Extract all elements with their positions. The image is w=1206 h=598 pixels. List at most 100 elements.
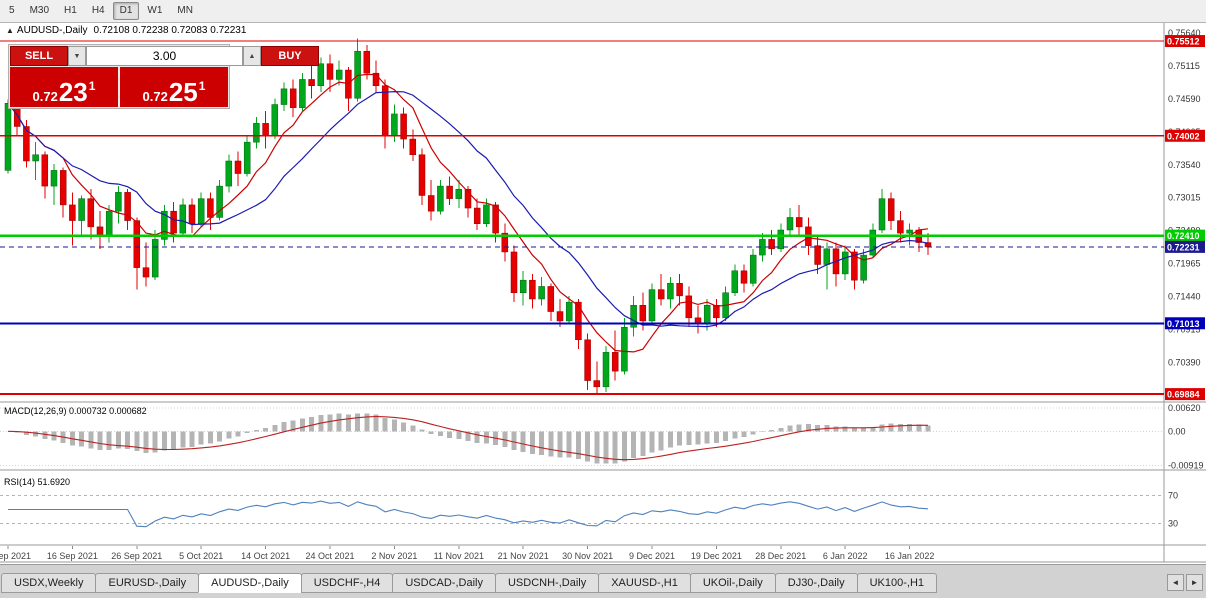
candle (593, 361, 601, 395)
svg-text:30: 30 (1168, 518, 1178, 528)
timeframe-button-5[interactable]: 5 (9, 5, 15, 16)
candle (78, 195, 85, 237)
chart-tab-ukoil-daily[interactable]: UKOil-,Daily (689, 573, 776, 593)
timeframe-button-h4[interactable]: H4 (91, 5, 105, 16)
timeframe-toolbar: 5 M30 H1 H4 D1 W1 MN (0, 0, 1206, 23)
svg-text:70: 70 (1168, 491, 1178, 501)
lot-increase-button[interactable]: ▲ (243, 46, 261, 66)
lot-size-input[interactable] (86, 46, 243, 66)
chart-tab-audusd-daily[interactable]: AUDUSD-,Daily (198, 573, 302, 593)
candle (676, 273, 683, 306)
macd-signal-line (7, 415, 929, 461)
candle (630, 295, 637, 337)
svg-text:9 Dec 2021: 9 Dec 2021 (629, 551, 675, 561)
candle (23, 120, 30, 168)
timeframe-button-m30[interactable]: M30 (29, 5, 50, 16)
candle (179, 198, 187, 237)
svg-text:7 Sep 2021: 7 Sep 2021 (0, 551, 31, 561)
trade-panel-toggle-icon[interactable]: ▲ (6, 26, 14, 35)
chart-tab-usdchf-h4[interactable]: USDCHF-,H4 (300, 573, 394, 593)
candle (151, 229, 159, 281)
svg-text:0.75512: 0.75512 (1167, 37, 1200, 47)
chart-tab-xauusd-h1[interactable]: XAUUSD-,H1 (598, 573, 691, 593)
chart-tab-usdx-weekly[interactable]: USDX,Weekly (1, 573, 97, 593)
macd-indicator-label: MACD(12,26,9) 0.000732 0.000682 (4, 406, 147, 416)
candle (142, 242, 150, 287)
timeframe-button-mn[interactable]: MN (177, 5, 193, 16)
candle (354, 38, 361, 102)
tab-scroll-left-button[interactable]: ◄ (1167, 574, 1184, 591)
svg-text:0.71965: 0.71965 (1168, 259, 1201, 269)
svg-text:14 Oct 2021: 14 Oct 2021 (241, 551, 290, 561)
chart-tab-eurusd-daily[interactable]: EURUSD-,Daily (95, 573, 200, 593)
candle (197, 192, 205, 227)
candle (271, 98, 279, 140)
candle (538, 277, 545, 306)
candle (124, 189, 131, 230)
svg-text:21 Nov 2021: 21 Nov 2021 (498, 551, 549, 561)
lot-decrease-button[interactable]: ▼ (68, 46, 86, 66)
svg-text:0.72231: 0.72231 (1167, 242, 1200, 252)
rsi-line (8, 500, 929, 528)
buy-price-point: 1 (198, 79, 206, 93)
candle (32, 142, 39, 180)
buy-price-display[interactable]: 0.72 25 1 (120, 67, 228, 107)
svg-text:11 Nov 2021: 11 Nov 2021 (434, 551, 484, 561)
candle (657, 273, 665, 306)
buy-price-pips: 25 (168, 77, 198, 107)
buy-button[interactable]: BUY (261, 46, 319, 66)
chart-tab-uk100-h1[interactable]: UK100-,H1 (856, 573, 938, 593)
candle (262, 110, 269, 149)
candle (41, 151, 49, 199)
timeframe-button-h1[interactable]: H1 (64, 5, 77, 16)
candle (648, 283, 656, 325)
candle (731, 264, 739, 296)
chart-symbol-title: AUDUSD-,Daily (16, 25, 88, 36)
timeframe-button-w1[interactable]: W1 (147, 5, 163, 16)
svg-text:0.73540: 0.73540 (1168, 160, 1201, 170)
candle (418, 148, 426, 205)
buy-price-prefix: 0.72 (142, 89, 168, 104)
date-axis: 7 Sep 2021 16 Sep 2021 26 Sep 2021 5 Oct 20… (0, 546, 934, 561)
svg-text:0.74002: 0.74002 (1167, 131, 1200, 141)
candle (565, 295, 573, 325)
svg-text:0.70915: 0.70915 (1168, 324, 1201, 334)
chart-tab-dj30-daily[interactable]: DJ30-,Daily (774, 573, 858, 593)
candle (308, 63, 315, 99)
rsi-indicator-label: RSI(14) 51.6920 (4, 477, 71, 487)
svg-text:16 Jan 2022: 16 Jan 2022 (885, 551, 935, 561)
candle (814, 236, 821, 274)
candle (234, 151, 242, 187)
candle (391, 104, 398, 143)
svg-text:26 Sep 2021: 26 Sep 2021 (111, 551, 162, 561)
price-axis: 0.756400.751150.745900.740650.735400.730… (1168, 28, 1201, 400)
candle (529, 273, 536, 309)
ma-fast-line (7, 73, 929, 353)
chart-tab-usdcad-daily[interactable]: USDCAD-,Daily (392, 573, 496, 593)
chart-ohlc-values: 0.72108 0.72238 0.72083 0.72231 (93, 25, 247, 36)
svg-text:19 Dec 2021: 19 Dec 2021 (691, 551, 742, 561)
sell-price-display[interactable]: 0.72 23 1 (10, 67, 118, 107)
timeframe-button-d1[interactable]: D1 (112, 2, 140, 20)
chart-tab-bar: USDX,Weekly EURUSD-,Daily AUDUSD-,Daily USD… (0, 564, 1206, 598)
candle (409, 129, 417, 161)
candle (611, 330, 619, 381)
candle (115, 186, 122, 224)
svg-text:0.75115: 0.75115 (1168, 61, 1200, 71)
candle (225, 154, 233, 193)
sell-button[interactable]: SELL (10, 46, 68, 66)
candle (381, 79, 389, 149)
candle (289, 79, 297, 118)
candle (400, 107, 407, 149)
candle (372, 60, 380, 92)
candle (243, 135, 251, 177)
candle (869, 223, 877, 259)
chart-tab-usdcnh-daily[interactable]: USDCNH-,Daily (494, 573, 600, 593)
candle (786, 208, 794, 237)
candle (795, 204, 803, 237)
svg-text:0.71013: 0.71013 (1167, 319, 1200, 329)
tab-scroll-right-button[interactable]: ► (1186, 574, 1203, 591)
candle (740, 264, 748, 293)
price-tag-0.71013: 0.71013 (1165, 317, 1205, 330)
